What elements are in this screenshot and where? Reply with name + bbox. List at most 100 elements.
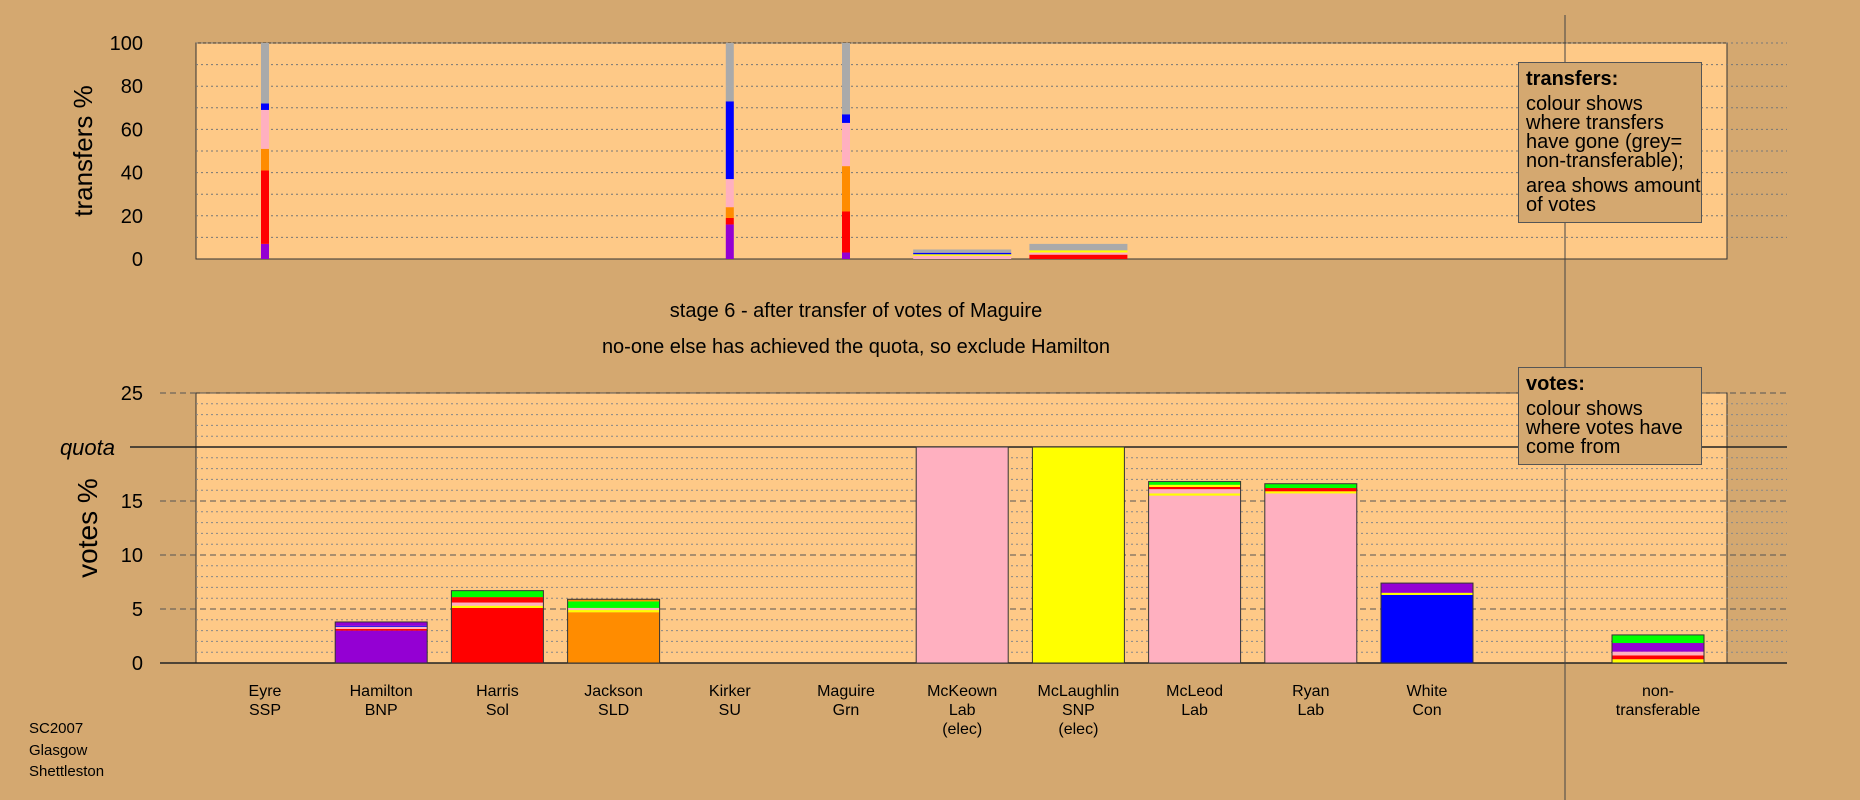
transfer-segment	[725, 179, 734, 208]
transfer-segment	[842, 114, 850, 123]
transfers-axis-label: transfers %	[68, 85, 98, 217]
candidate-name-label: McLeod	[1166, 683, 1223, 700]
vote-bar-outline	[334, 621, 428, 664]
vote-bar-outline	[1264, 483, 1358, 664]
candidate-name-label: Hamilton	[350, 683, 413, 700]
nontransferable-bar-segment	[1612, 655, 1704, 660]
candidate-party-label: Lab	[1181, 702, 1208, 719]
transfer-segment	[261, 170, 269, 244]
transfers-tick-label: 100	[110, 33, 143, 55]
votes-tick-label: 15	[121, 491, 143, 513]
vote-bar-segment	[335, 625, 428, 627]
vote-bar-segment	[1148, 486, 1241, 490]
quota-label: quota	[60, 435, 115, 460]
votes-tick-label: 0	[132, 653, 143, 675]
transfer-segment	[1029, 243, 1128, 251]
candidate-status-label: (elec)	[1058, 721, 1098, 738]
transfer-segment	[842, 166, 850, 212]
transfer-segment	[913, 249, 1012, 253]
votes-axis-label: votes %	[72, 478, 103, 578]
transfer-segment	[261, 43, 269, 104]
transfers-legend-line-2: area shows amount of votes	[1526, 175, 1701, 216]
vote-bar-segment	[1264, 488, 1357, 492]
transfers-tick-label: 0	[132, 249, 143, 271]
candidate-name-label: White	[1407, 683, 1448, 700]
candidate-party-label: Con	[1412, 702, 1441, 719]
vote-bar-segment	[451, 605, 544, 608]
transfer-segment	[842, 211, 850, 253]
vote-bar-segment	[335, 621, 428, 626]
vote-bar-segment	[1381, 592, 1473, 595]
vote-bar-segment	[916, 447, 1009, 663]
vote-bar-segment	[567, 612, 660, 663]
transfer-segment	[1029, 250, 1128, 253]
candidate-party-label: SLD	[598, 702, 629, 719]
vote-bar-outline	[567, 598, 661, 664]
vote-bar-segment	[1381, 594, 1473, 663]
candidate-name-label: Ryan	[1292, 683, 1329, 700]
transfers-tick-label: 60	[121, 119, 143, 141]
nontransferable-bar-segment	[1612, 659, 1704, 663]
footer-line: Shettleston	[29, 763, 105, 780]
stage-caption: stage 6 - after transfer of votes of Mag…	[669, 300, 1043, 322]
nontransferable-bar-segment	[1612, 651, 1704, 656]
nontransferable-bar-segment	[1612, 643, 1704, 652]
transfer-segment	[725, 224, 734, 259]
nontransferable-bar-outline	[1611, 634, 1705, 664]
candidate-party-label: Lab	[1297, 702, 1324, 719]
candidate-party-label: SSP	[249, 702, 281, 719]
vote-bar-segment	[1264, 493, 1357, 663]
transfer-segment	[261, 109, 269, 149]
vote-bar-segment	[1264, 483, 1357, 489]
vote-bar-outline	[1148, 481, 1242, 664]
status-caption: no-one else has achieved the quota, so e…	[601, 336, 1111, 358]
transfers-tick-label: 80	[121, 76, 143, 98]
vote-bar-segment	[335, 630, 428, 663]
candidate-name-label: Kirker	[709, 683, 751, 700]
transfer-segment	[913, 252, 1012, 255]
nontransferable-label: transferable	[1616, 702, 1701, 719]
transfer-segment	[261, 103, 269, 110]
vote-bar-segment	[567, 599, 660, 602]
vote-bar-segment	[1148, 481, 1241, 485]
transfer-segment	[1029, 254, 1128, 259]
vote-bar-segment	[451, 590, 544, 598]
vote-bar-outline	[1031, 446, 1125, 664]
votes-legend: votes: colour shows where votes have com…	[1518, 367, 1702, 465]
vote-bar-segment	[1148, 495, 1241, 663]
vote-bar-segment	[451, 607, 544, 663]
candidate-name-label: Maguire	[817, 683, 875, 700]
vote-bar-outline	[1380, 582, 1474, 664]
vote-bar-segment	[451, 602, 544, 606]
transfer-segment	[261, 243, 269, 259]
votes-legend-line-1: colour shows where votes have come from	[1526, 398, 1683, 458]
candidate-party-label: SNP	[1062, 702, 1095, 719]
vote-bar-segment	[1381, 583, 1473, 593]
vote-bar-segment	[1148, 484, 1241, 487]
transfer-segment	[842, 43, 850, 115]
vote-bar-segment	[1032, 447, 1125, 663]
candidate-status-label: (elec)	[942, 721, 982, 738]
transfer-segment	[1029, 252, 1128, 255]
transfer-segment	[913, 255, 1012, 259]
transfers-tick-label: 40	[121, 163, 143, 185]
candidate-party-label: BNP	[365, 702, 398, 719]
transfer-segment	[725, 217, 734, 225]
transfers-legend-line-1: colour shows where transfers have gone (…	[1526, 93, 1684, 172]
vote-bar-segment	[567, 607, 660, 611]
transfers-tick-label: 20	[121, 206, 143, 228]
vote-bar-segment	[1148, 489, 1241, 494]
vote-bar-outline	[450, 590, 544, 664]
transfer-segment	[725, 43, 734, 102]
transfer-segment	[913, 254, 1012, 256]
candidate-name-label: Eyre	[249, 683, 282, 700]
candidate-party-label: Sol	[486, 702, 509, 719]
votes-legend-title: votes:	[1526, 373, 1585, 395]
transfer-segment	[725, 101, 734, 180]
nontransferable-bar-segment	[1612, 634, 1704, 644]
vote-bar-segment	[451, 597, 544, 603]
candidate-name-label: McLaughlin	[1037, 683, 1119, 700]
candidate-name-label: Harris	[476, 683, 519, 700]
votes-tick-label: 5	[132, 599, 143, 621]
